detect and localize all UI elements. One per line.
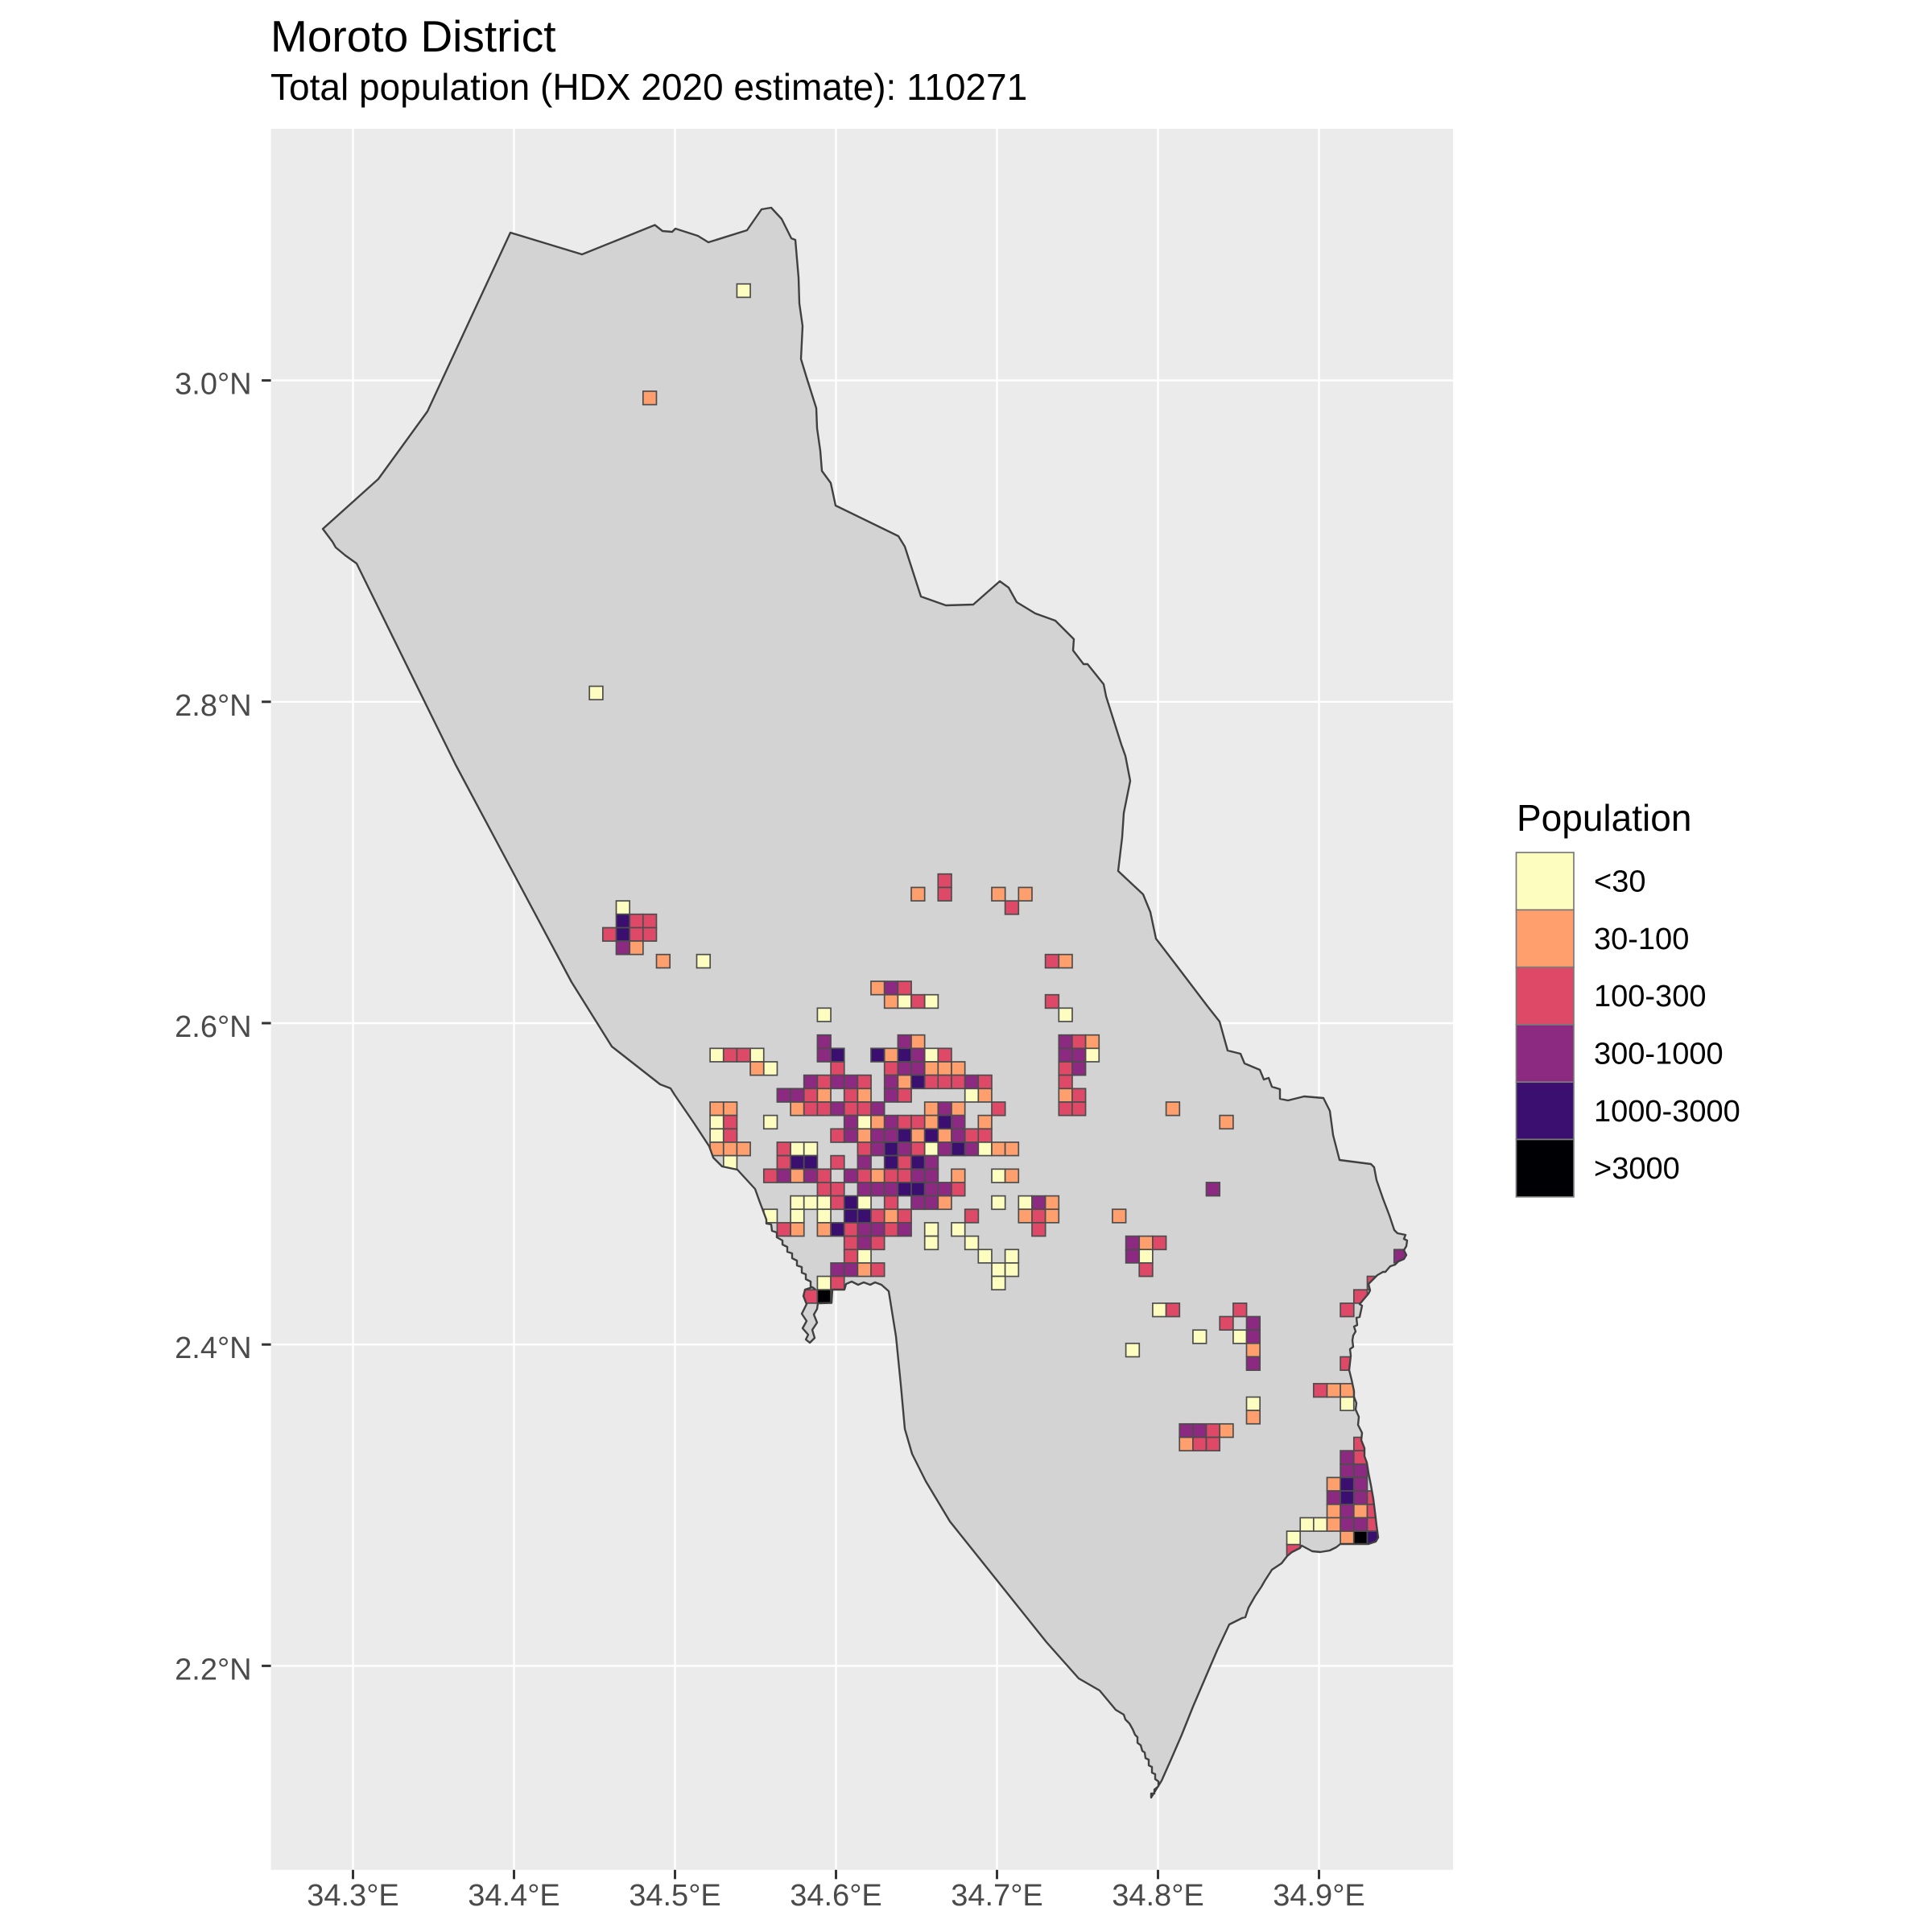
svg-text:100-300: 100-300 <box>1594 980 1706 1013</box>
svg-text:34.3°E: 34.3°E <box>307 1879 399 1913</box>
svg-text:>3000: >3000 <box>1594 1152 1680 1186</box>
svg-text:2.8°N: 2.8°N <box>175 689 251 723</box>
svg-text:Population: Population <box>1517 797 1691 839</box>
svg-text:34.7°E: 34.7°E <box>951 1879 1043 1913</box>
svg-text:34.5°E: 34.5°E <box>629 1879 721 1913</box>
svg-text:34.6°E: 34.6°E <box>790 1879 882 1913</box>
svg-text:34.9°E: 34.9°E <box>1273 1879 1365 1913</box>
svg-text:34.4°E: 34.4°E <box>468 1879 560 1913</box>
svg-text:Total population (HDX 2020 est: Total population (HDX 2020 estimate): 11… <box>270 66 1027 108</box>
svg-text:2.4°N: 2.4°N <box>175 1331 251 1365</box>
svg-text:Moroto District: Moroto District <box>270 11 556 61</box>
svg-text:3.0°N: 3.0°N <box>175 368 251 402</box>
svg-text:2.6°N: 2.6°N <box>175 1010 251 1044</box>
svg-text:34.8°E: 34.8°E <box>1112 1879 1204 1913</box>
svg-text:2.2°N: 2.2°N <box>175 1653 251 1686</box>
svg-text:1000-3000: 1000-3000 <box>1594 1095 1740 1129</box>
svg-text:300-1000: 300-1000 <box>1594 1038 1724 1071</box>
svg-text:30-100: 30-100 <box>1594 923 1689 956</box>
svg-text:<30: <30 <box>1594 865 1645 899</box>
